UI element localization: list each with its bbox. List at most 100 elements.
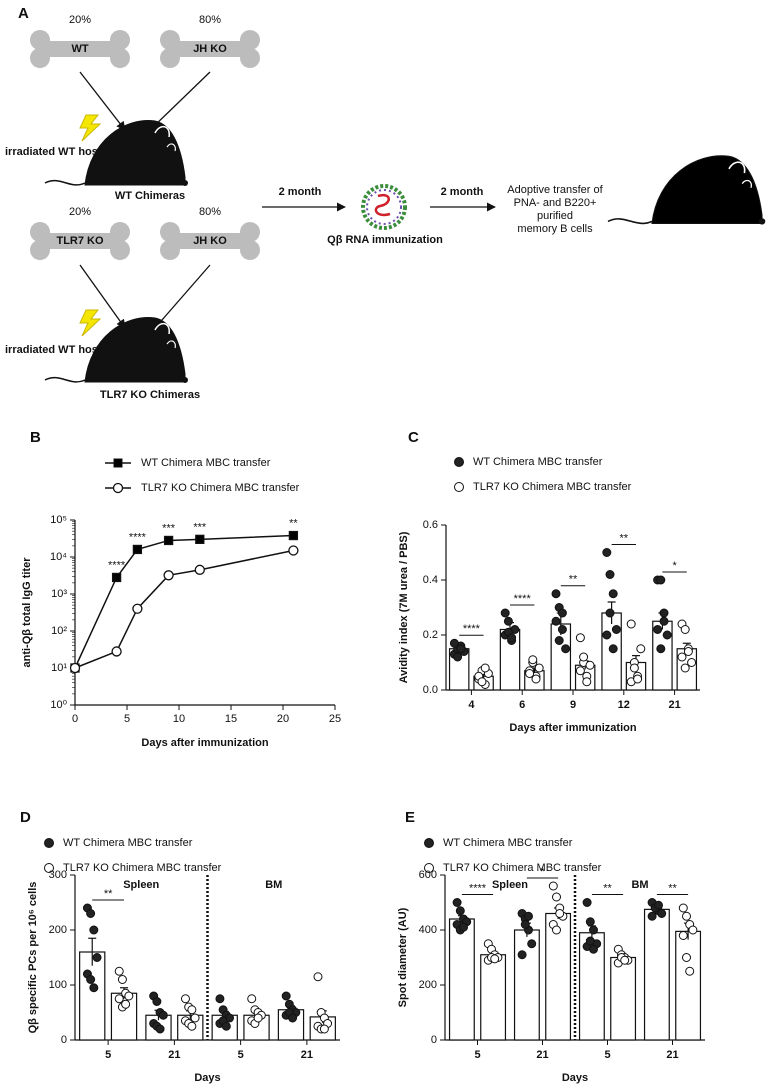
chimera-label: TLR7 KO Chimeras	[100, 389, 200, 401]
data-point	[531, 674, 541, 684]
point	[194, 564, 205, 575]
bone-label: TLR7 KO	[56, 235, 104, 247]
data-point	[557, 625, 567, 634]
data-point	[281, 991, 291, 1001]
legend-label: WT Chimera MBC transfer	[141, 457, 271, 469]
x-tick-label: 21	[301, 1049, 313, 1061]
significance: ****	[129, 531, 147, 543]
data-point	[575, 633, 585, 643]
x-tick-label: 4	[468, 699, 475, 711]
data-point	[459, 922, 468, 932]
bar	[480, 954, 507, 1041]
x-tick-label: 21	[168, 1049, 180, 1061]
data-point	[86, 975, 96, 984]
series-line	[74, 534, 294, 669]
data-point	[685, 966, 695, 976]
data-point	[682, 911, 691, 921]
x-tick-label: 5	[238, 1049, 244, 1061]
x-tick-label: 6	[519, 699, 525, 711]
legend-marker	[113, 458, 123, 468]
significance: **	[603, 882, 612, 894]
panel-label: A	[18, 5, 29, 22]
data-point	[121, 999, 131, 1009]
x-tick-label: 15	[225, 713, 237, 725]
y-tick-label: 200	[49, 924, 67, 936]
bar	[79, 951, 106, 1041]
data-point	[480, 663, 490, 673]
data-point	[114, 994, 124, 1004]
significance: ****	[469, 882, 487, 894]
transfer-text: PNA- and B220+	[514, 197, 597, 209]
significance: **	[104, 888, 113, 900]
group-label: Spleen	[123, 879, 159, 891]
x-tick-label: 0	[72, 713, 78, 725]
significance: **	[620, 532, 629, 544]
data-point	[647, 911, 657, 921]
bar	[513, 929, 540, 1041]
point	[132, 603, 143, 614]
immunization-label: Qβ RNA immunization	[327, 234, 443, 246]
point	[111, 646, 122, 657]
data-point	[677, 652, 687, 662]
bone-percent: 20%	[69, 14, 91, 26]
x-tick-label: 5	[105, 1049, 111, 1061]
data-point	[114, 966, 124, 976]
irradiation-icon	[79, 114, 101, 142]
x-tick-label: 21	[666, 1049, 678, 1061]
x-tick-label: 5	[604, 1049, 610, 1061]
bar	[448, 918, 475, 1041]
data-point	[579, 652, 589, 662]
legend-label: WT Chimera MBC transfer	[443, 837, 573, 849]
group-label: Spleen	[492, 879, 528, 891]
data-point	[92, 953, 102, 962]
data-point	[585, 917, 595, 927]
point	[163, 535, 174, 546]
data-point	[620, 955, 630, 965]
significance: ****	[514, 593, 532, 605]
data-point	[124, 991, 134, 1001]
data-point	[117, 975, 127, 984]
data-point	[585, 660, 595, 670]
data-point	[155, 1024, 165, 1034]
data-point	[662, 630, 672, 640]
data-point	[555, 909, 565, 918]
y-tick-label: 10²	[51, 625, 67, 637]
data-point	[678, 931, 688, 940]
group-label: BM	[631, 879, 648, 891]
data-point	[187, 1005, 197, 1015]
data-point	[657, 909, 667, 918]
data-point	[678, 903, 688, 913]
data-point	[551, 589, 561, 599]
data-point	[654, 900, 663, 910]
transfer-text: Adoptive transfer of	[507, 184, 603, 196]
data-point	[503, 616, 513, 626]
series-line	[74, 549, 294, 669]
y-axis-label: Avidity index (7M urea / PBS)	[398, 531, 410, 683]
data-point	[589, 944, 598, 954]
bone-label: JH KO	[193, 235, 227, 247]
data-point	[582, 677, 592, 687]
data-point	[449, 638, 459, 648]
y-tick-label: 400	[419, 924, 437, 936]
data-point	[589, 925, 598, 935]
transfer-text: memory B cells	[517, 223, 593, 235]
data-point	[288, 1013, 298, 1023]
data-point	[626, 619, 636, 629]
data-point	[527, 939, 537, 949]
data-point	[455, 906, 465, 916]
y-tick-label: 0.4	[423, 574, 438, 586]
data-point	[633, 674, 643, 684]
data-point	[680, 663, 690, 673]
data-point	[490, 954, 500, 964]
data-point	[452, 898, 462, 907]
data-point	[520, 920, 530, 929]
legend-label: WT Chimera MBC transfer	[63, 837, 193, 849]
point	[111, 572, 122, 583]
y-tick-label: 0	[431, 1034, 437, 1046]
panel-label: D	[20, 809, 31, 826]
data-point	[575, 666, 585, 676]
y-tick-label: 0	[61, 1034, 67, 1046]
y-axis-label: Spot diameter (AU)	[397, 907, 409, 1007]
y-tick-label: 10⁵	[50, 514, 67, 526]
